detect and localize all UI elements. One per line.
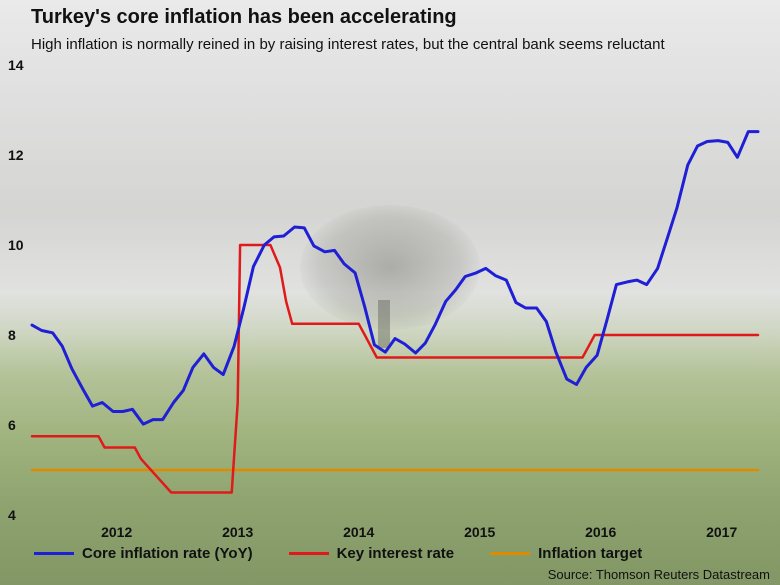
series-group xyxy=(30,130,760,494)
legend-swatch-core xyxy=(34,552,74,555)
legend-swatch-rate xyxy=(288,552,329,555)
y-axis: 4 6 8 10 12 14 xyxy=(8,57,24,523)
x-axis: 2012 2013 2014 2015 2016 2017 xyxy=(101,524,737,540)
x-tick-label: 2017 xyxy=(706,524,737,540)
key-interest-rate-line xyxy=(30,243,760,494)
y-tick-label: 8 xyxy=(8,327,16,343)
y-tick-label: 14 xyxy=(8,57,24,73)
x-tick-label: 2015 xyxy=(464,524,495,540)
x-tick-label: 2013 xyxy=(222,524,253,540)
y-tick-label: 10 xyxy=(8,237,24,253)
legend: Core inflation rate (YoY) Key interest r… xyxy=(34,545,678,562)
x-tick-label: 2016 xyxy=(585,524,616,540)
x-tick-label: 2012 xyxy=(101,524,132,540)
core-inflation-line xyxy=(30,130,760,426)
background-tree xyxy=(300,205,480,330)
legend-swatch-target xyxy=(490,552,531,555)
line-chart: 4 6 8 10 12 14 2012 2013 2014 2015 2016 2017 xyxy=(8,57,760,540)
legend-label-rate: Key interest rate xyxy=(336,545,455,562)
y-tick-label: 12 xyxy=(8,147,24,163)
background-tree-trunk xyxy=(378,300,390,348)
chart-subtitle: High inflation is normally reined in by … xyxy=(31,36,665,53)
source-note: Source: Thomson Reuters Datastream xyxy=(547,567,770,582)
chart-title: Turkey's core inflation has been acceler… xyxy=(31,6,457,28)
x-tick-label: 2014 xyxy=(343,524,374,540)
legend-item-target: Inflation target xyxy=(490,545,642,562)
y-tick-label: 6 xyxy=(8,417,16,433)
legend-item-core: Core inflation rate (YoY) xyxy=(34,545,253,562)
y-tick-label: 4 xyxy=(8,507,16,523)
legend-item-rate: Key interest rate xyxy=(288,545,455,562)
legend-label-target: Inflation target xyxy=(538,545,643,562)
legend-label-core: Core inflation rate (YoY) xyxy=(82,545,253,562)
